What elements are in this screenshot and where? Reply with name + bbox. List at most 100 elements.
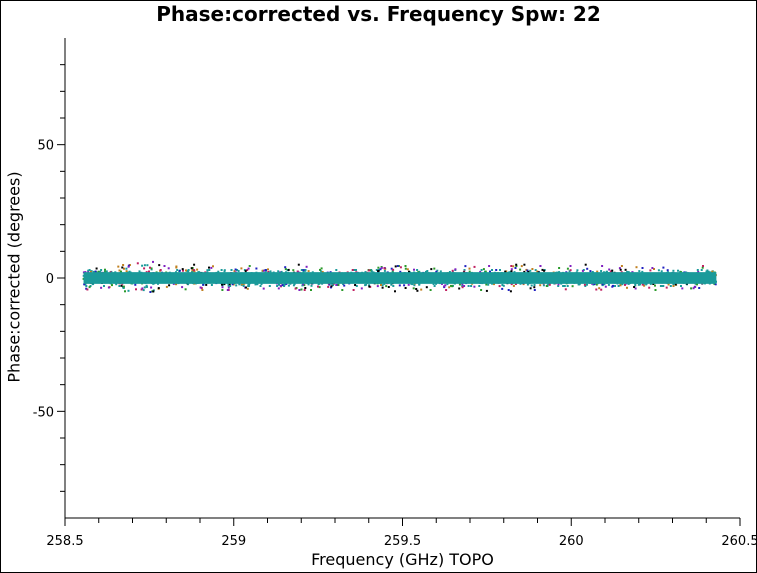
data-point — [569, 265, 572, 267]
data-point — [190, 267, 193, 270]
data-point — [201, 289, 204, 291]
data-point — [232, 283, 235, 286]
data-point — [158, 264, 161, 267]
data-point — [285, 282, 288, 285]
data-point — [261, 269, 264, 272]
data-point — [578, 283, 581, 286]
data-point — [713, 282, 716, 285]
data-point — [240, 283, 243, 286]
data-point — [463, 285, 466, 287]
data-point — [451, 285, 454, 288]
data-point — [584, 285, 587, 287]
data-point — [404, 265, 407, 267]
data-point — [118, 285, 121, 287]
data-point — [89, 270, 92, 273]
data-point — [351, 269, 354, 271]
data-point — [175, 266, 178, 269]
data-point — [499, 269, 501, 271]
data-point — [303, 289, 306, 291]
data-point — [536, 270, 539, 273]
data-point — [627, 271, 630, 274]
data-point — [187, 270, 190, 273]
data-point — [396, 265, 399, 267]
data-point — [432, 283, 435, 285]
data-point — [145, 284, 148, 287]
data-point — [152, 289, 155, 292]
data-point — [152, 260, 154, 263]
data-point — [335, 269, 338, 271]
data-point — [319, 268, 321, 271]
data-point — [220, 269, 223, 271]
data-point — [377, 266, 380, 269]
data-point — [533, 284, 536, 286]
x-tick-label: 258.5 — [46, 534, 83, 549]
data-point — [143, 286, 146, 289]
data-point — [115, 283, 118, 286]
data-point — [240, 267, 243, 270]
data-point — [307, 283, 310, 286]
data-point — [142, 289, 145, 292]
data-point — [626, 286, 628, 289]
data-point — [672, 283, 675, 286]
data-point — [592, 283, 595, 286]
data-point — [659, 285, 662, 287]
data-point — [429, 289, 432, 291]
data-point — [619, 284, 622, 287]
data-point — [621, 283, 624, 286]
data-point — [681, 287, 684, 290]
data-point — [404, 267, 407, 270]
data-point — [451, 270, 454, 273]
data-point — [343, 284, 346, 287]
data-point — [152, 290, 155, 293]
data-point — [701, 266, 704, 269]
data-point — [563, 285, 566, 287]
data-point — [611, 271, 613, 274]
data-point — [514, 267, 517, 269]
data-point — [558, 271, 561, 274]
data-point — [335, 284, 338, 286]
data-point — [635, 266, 638, 269]
data-point — [247, 285, 250, 287]
data-point — [666, 269, 669, 272]
data-point — [595, 283, 598, 286]
data-point — [545, 285, 548, 287]
data-point — [294, 287, 297, 290]
data-point — [562, 285, 565, 287]
data-point — [287, 284, 290, 287]
data-point — [141, 287, 144, 290]
data-point — [380, 266, 383, 269]
data-point — [513, 271, 516, 274]
core-band-fill — [83, 272, 717, 284]
data-point — [595, 288, 598, 291]
data-point — [123, 267, 125, 270]
data-point — [426, 270, 429, 272]
data-point — [416, 269, 419, 271]
data-point — [707, 271, 710, 273]
data-point — [425, 286, 428, 289]
x-tick-label: 259 — [221, 534, 246, 549]
data-point — [642, 283, 645, 286]
data-point — [523, 270, 526, 273]
data-point — [247, 267, 250, 270]
data-point — [210, 284, 213, 286]
data-point — [495, 269, 498, 271]
data-point — [254, 283, 257, 286]
data-point — [120, 284, 123, 287]
data-point — [88, 286, 91, 289]
data-point — [191, 269, 194, 272]
data-point — [569, 269, 572, 272]
data-point — [267, 271, 270, 273]
data-point — [292, 284, 295, 287]
data-point — [484, 270, 487, 273]
data-point — [387, 286, 390, 288]
data-point — [184, 288, 187, 291]
data-point — [390, 283, 393, 286]
data-point — [407, 283, 410, 286]
data-point — [280, 270, 283, 273]
data-point — [654, 289, 657, 291]
data-point — [611, 285, 614, 288]
data-point — [669, 285, 672, 287]
data-point — [714, 283, 717, 286]
data-point — [542, 284, 545, 287]
data-point — [181, 268, 184, 271]
